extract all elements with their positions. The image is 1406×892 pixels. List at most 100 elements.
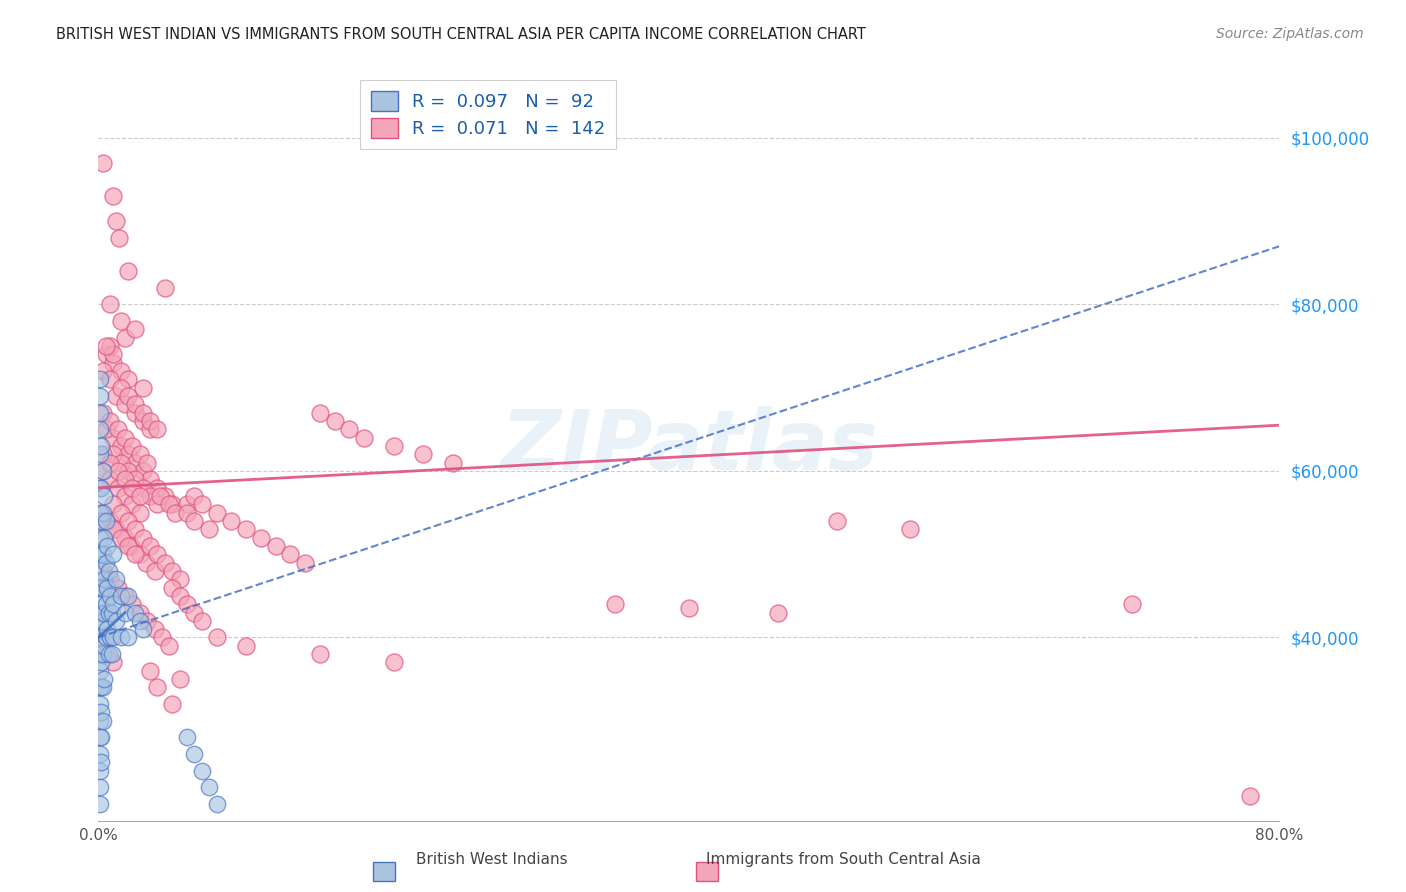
Point	[176, 597, 198, 611]
Point	[114, 431, 136, 445]
Point	[124, 547, 146, 561]
Point	[124, 472, 146, 486]
Point	[132, 464, 155, 478]
Point	[90, 606, 112, 620]
Point	[94, 514, 117, 528]
Point	[162, 497, 183, 511]
Point	[136, 456, 159, 470]
Point	[96, 539, 118, 553]
Point	[89, 481, 111, 495]
Point	[143, 564, 166, 578]
Point	[121, 597, 143, 611]
Point	[323, 414, 346, 428]
Point	[121, 481, 143, 495]
Point	[103, 597, 125, 611]
Point	[94, 339, 117, 353]
Point	[89, 389, 111, 403]
Point	[90, 514, 112, 528]
Point	[280, 547, 302, 561]
Point	[91, 406, 114, 420]
Point	[128, 606, 150, 620]
Point	[98, 414, 121, 428]
Point	[235, 639, 257, 653]
Point	[100, 647, 122, 661]
Point	[103, 631, 125, 645]
Point	[89, 664, 111, 678]
Point	[89, 547, 111, 561]
Point	[146, 681, 169, 695]
Point	[124, 406, 146, 420]
Point	[136, 614, 159, 628]
Point	[94, 347, 117, 361]
Point	[250, 531, 273, 545]
Point	[309, 406, 332, 420]
Point	[94, 647, 117, 661]
Point	[766, 606, 789, 620]
Point	[221, 514, 243, 528]
Point	[110, 456, 132, 470]
Point	[114, 489, 136, 503]
Point	[117, 464, 139, 478]
Point	[89, 406, 111, 420]
Text: British West Indians: British West Indians	[416, 852, 568, 867]
Point	[91, 614, 114, 628]
Point	[107, 481, 129, 495]
Point	[128, 614, 150, 628]
Point	[89, 647, 111, 661]
Point	[91, 364, 114, 378]
Point	[105, 522, 128, 536]
Point	[103, 656, 125, 670]
Point	[89, 422, 111, 436]
Point	[93, 639, 115, 653]
Point	[162, 564, 183, 578]
Point	[132, 406, 155, 420]
Point	[89, 372, 111, 386]
Point	[103, 547, 125, 561]
Point	[117, 264, 139, 278]
Point	[91, 564, 114, 578]
Point	[103, 522, 125, 536]
Point	[121, 439, 143, 453]
Point	[114, 331, 136, 345]
Point	[98, 572, 121, 586]
Point	[89, 597, 111, 611]
Point	[98, 372, 121, 386]
Point	[117, 372, 139, 386]
Point	[103, 356, 125, 370]
Point	[139, 414, 162, 428]
Point	[105, 214, 128, 228]
Point	[93, 672, 115, 686]
Point	[94, 556, 117, 570]
Point	[162, 581, 183, 595]
Point	[91, 156, 114, 170]
Point	[89, 447, 111, 461]
Point	[90, 756, 112, 770]
Point	[91, 447, 114, 461]
Point	[132, 531, 155, 545]
Point	[94, 422, 117, 436]
Text: BRITISH WEST INDIAN VS IMMIGRANTS FROM SOUTH CENTRAL ASIA PER CAPITA INCOME CORR: BRITISH WEST INDIAN VS IMMIGRANTS FROM S…	[56, 27, 866, 42]
Text: ZIPatlas: ZIPatlas	[501, 406, 877, 486]
Legend: R =  0.097   N =  92, R =  0.071   N =  142: R = 0.097 N = 92, R = 0.071 N = 142	[360, 80, 616, 149]
Point	[90, 439, 112, 453]
Point	[117, 589, 139, 603]
Point	[89, 731, 111, 745]
Point	[121, 497, 143, 511]
Point	[124, 397, 146, 411]
Point	[110, 589, 132, 603]
Point	[89, 747, 111, 761]
Point	[176, 497, 198, 511]
Point	[91, 547, 114, 561]
Point	[94, 631, 117, 645]
Point	[97, 606, 120, 620]
Point	[146, 497, 169, 511]
Point	[89, 531, 111, 545]
Point	[90, 481, 112, 495]
Point	[114, 531, 136, 545]
Point	[105, 614, 128, 628]
Point	[191, 764, 214, 778]
Point	[441, 456, 464, 470]
Point	[143, 622, 166, 636]
Point	[124, 456, 146, 470]
Point	[98, 297, 121, 311]
